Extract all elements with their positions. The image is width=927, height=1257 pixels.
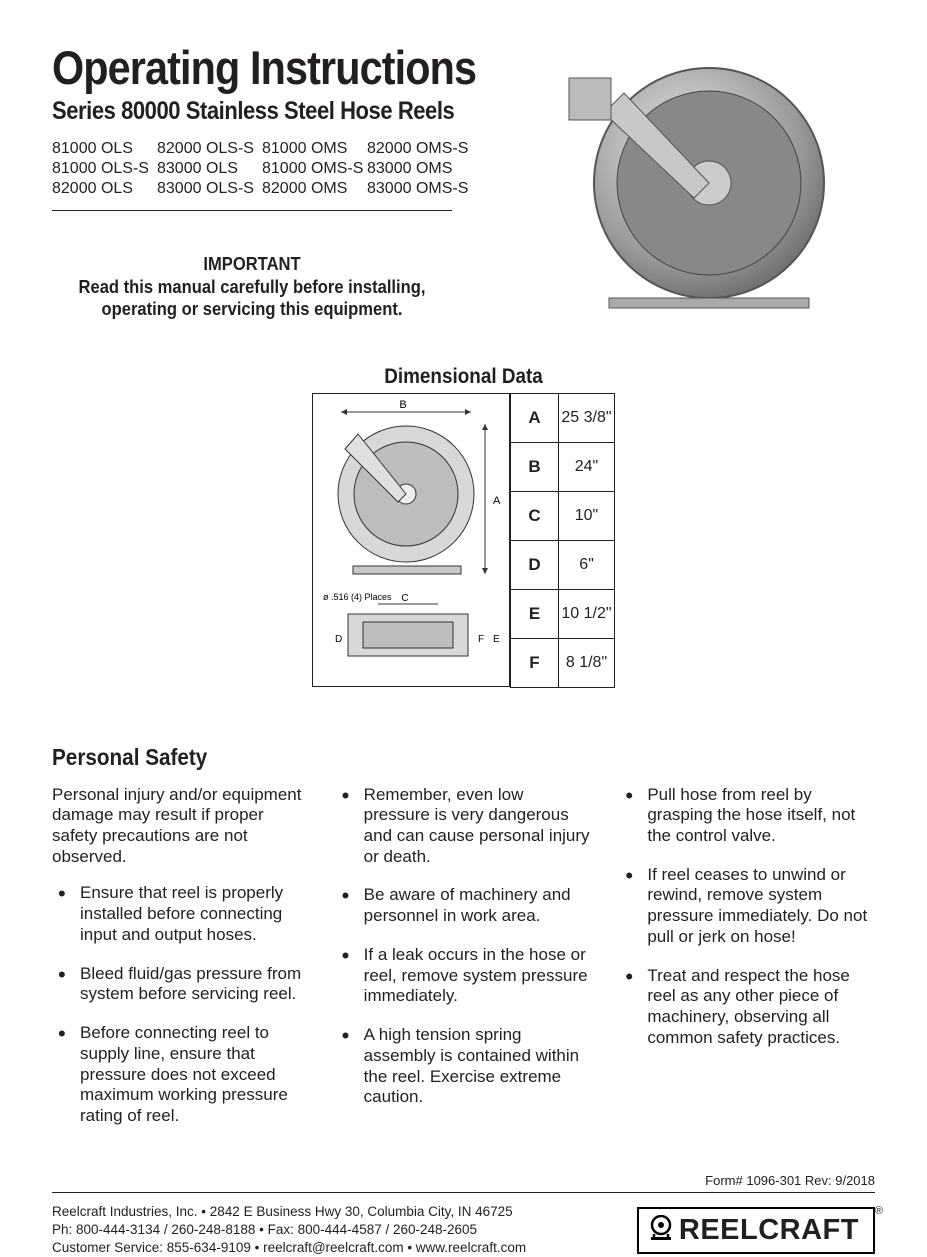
safety-item: If a leak occurs in the hose or reel, re… xyxy=(336,945,592,1007)
svg-text:D: D xyxy=(335,634,342,645)
personal-safety-title: Personal Safety xyxy=(52,744,793,771)
svg-text:E: E xyxy=(493,634,500,645)
footer-contact: Reelcraft Industries, Inc. • 2842 E Busi… xyxy=(52,1203,526,1257)
dimensional-data: B A ø .516 (4) Places C D F E A25 3/8" B… xyxy=(52,393,875,688)
form-revision: Form# 1096-301 Rev: 9/2018 xyxy=(52,1173,875,1188)
dim-val: 25 3/8" xyxy=(559,393,615,442)
product-image xyxy=(549,48,849,328)
svg-text:A: A xyxy=(493,495,501,507)
safety-item: Remember, even low pressure is very dang… xyxy=(336,785,592,868)
important-line: Read this manual carefully before instal… xyxy=(68,276,436,299)
safety-item: A high tension spring assembly is contai… xyxy=(336,1025,592,1108)
dim-val: 10 1/2" xyxy=(559,589,615,638)
safety-item: Pull hose from reel by grasping the hose… xyxy=(619,785,875,847)
divider xyxy=(52,210,452,211)
safety-item: If reel ceases to unwind or rewind, remo… xyxy=(619,865,875,948)
dim-key: D xyxy=(511,540,559,589)
dim-key: A xyxy=(511,393,559,442)
dim-val: 8 1/8" xyxy=(559,638,615,687)
svg-text:F: F xyxy=(478,634,484,645)
model: 83000 OMS xyxy=(367,160,472,178)
dim-val: 6" xyxy=(559,540,615,589)
dim-val: 10" xyxy=(559,491,615,540)
dimensional-data-title: Dimensional Data xyxy=(93,365,834,389)
reel-icon xyxy=(649,1215,673,1245)
model: 83000 OMS-S xyxy=(367,180,472,198)
model: 81000 OLS-S xyxy=(52,160,157,178)
model: 83000 OLS-S xyxy=(157,180,262,198)
svg-text:C: C xyxy=(401,593,408,604)
important-line: operating or servicing this equipment. xyxy=(68,298,436,321)
model: 82000 OLS-S xyxy=(157,140,262,158)
reelcraft-logo: REELCRAFT ® xyxy=(637,1207,875,1254)
model: 82000 OLS xyxy=(52,180,157,198)
footer: Reelcraft Industries, Inc. • 2842 E Busi… xyxy=(52,1203,875,1257)
model: 82000 OMS xyxy=(262,180,367,198)
footer-line: Customer Service: 855-634-9109 • reelcra… xyxy=(52,1239,526,1257)
footer-line: Ph: 800-444-3134 / 260-248-8188 • Fax: 8… xyxy=(52,1221,526,1239)
model: 81000 OLS xyxy=(52,140,157,158)
logo-text: REELCRAFT xyxy=(679,1214,859,1247)
dim-key: F xyxy=(511,638,559,687)
safety-item: Ensure that reel is properly installed b… xyxy=(52,883,308,945)
safety-item: Before connecting reel to supply line, e… xyxy=(52,1023,308,1127)
registered-mark: ® xyxy=(875,1205,883,1217)
dimensional-diagram: B A ø .516 (4) Places C D F E xyxy=(312,393,510,687)
safety-columns: Personal injury and/or equipment damage … xyxy=(52,785,875,1145)
safety-item: Bleed fluid/gas pressure from system bef… xyxy=(52,964,308,1005)
safety-item: Be aware of machinery and personnel in w… xyxy=(336,885,592,926)
svg-text:ø .516 (4) Places: ø .516 (4) Places xyxy=(323,592,392,602)
model: 81000 OMS-S xyxy=(262,160,367,178)
model: 82000 OMS-S xyxy=(367,140,472,158)
dim-key: E xyxy=(511,589,559,638)
safety-col-3: Pull hose from reel by grasping the hose… xyxy=(619,785,875,1145)
dimensional-table: A25 3/8" B24" C10" D6" E10 1/2" F8 1/8" xyxy=(510,393,615,688)
safety-intro: Personal injury and/or equipment damage … xyxy=(52,785,308,868)
footer-line: Reelcraft Industries, Inc. • 2842 E Busi… xyxy=(52,1203,526,1221)
dim-key: B xyxy=(511,442,559,491)
dim-key: C xyxy=(511,491,559,540)
safety-item: Treat and respect the hose reel as any o… xyxy=(619,966,875,1049)
dim-val: 24" xyxy=(559,442,615,491)
safety-col-1: Personal injury and/or equipment damage … xyxy=(52,785,308,1145)
important-heading: IMPORTANT xyxy=(68,253,436,276)
divider xyxy=(52,1192,875,1193)
safety-col-2: Remember, even low pressure is very dang… xyxy=(336,785,592,1145)
model: 83000 OLS xyxy=(157,160,262,178)
model: 81000 OMS xyxy=(262,140,367,158)
important-notice: IMPORTANT Read this manual carefully bef… xyxy=(68,253,436,321)
svg-text:B: B xyxy=(399,399,406,411)
